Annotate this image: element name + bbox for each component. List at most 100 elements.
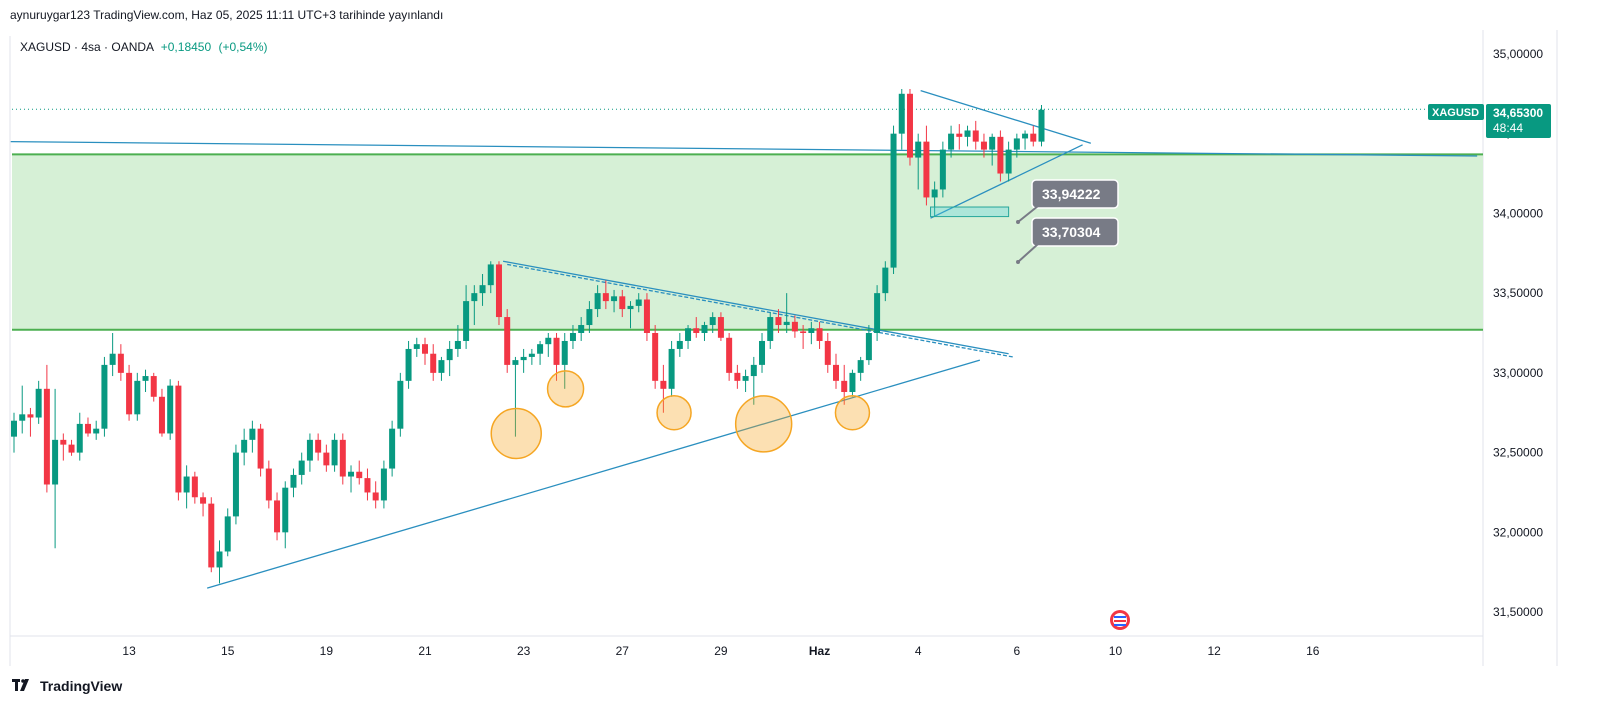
candle-body xyxy=(652,333,659,381)
candle-body xyxy=(1022,133,1029,139)
time-tick-label: 6 xyxy=(1013,644,1020,658)
candle-body xyxy=(43,388,50,485)
candle-body xyxy=(331,439,338,466)
source-name: TradingView.com xyxy=(93,8,185,22)
publish-date: Haz 05, 2025 11:11 UTC+3 tarihinde yayın… xyxy=(191,8,444,22)
price-tag-price: 34,65300 xyxy=(1493,106,1543,120)
candle-body xyxy=(857,360,864,373)
flag-icon[interactable] xyxy=(1110,610,1130,630)
candle-body xyxy=(627,305,634,310)
time-tick-label: 23 xyxy=(517,644,531,658)
price-tick-label: 31,50000 xyxy=(1493,605,1543,619)
candle-body xyxy=(438,360,445,373)
candle-body xyxy=(413,344,420,349)
candle-body xyxy=(545,337,552,345)
candle-body xyxy=(19,414,26,421)
candle-body xyxy=(980,141,987,150)
candle-body xyxy=(750,364,757,377)
candles xyxy=(11,89,1045,584)
candle-body xyxy=(298,460,305,475)
annotations-layer: 33,94222 33,70304 xyxy=(490,179,1119,460)
candle-body xyxy=(709,317,716,326)
candle-body xyxy=(191,476,198,498)
candle-body xyxy=(430,353,437,373)
time-tick-label: 10 xyxy=(1109,644,1123,658)
candle-body xyxy=(561,340,568,365)
trendlines xyxy=(10,89,1483,589)
candle-body xyxy=(537,344,544,354)
candle-body xyxy=(306,439,313,461)
candle-body xyxy=(602,293,609,302)
candle-body xyxy=(734,372,741,381)
candle-body xyxy=(824,340,831,365)
price-tag-symbol-box xyxy=(1428,104,1484,120)
candle-body xyxy=(808,328,815,333)
candle-body xyxy=(800,331,807,333)
candle-body xyxy=(528,353,535,357)
entry-zone-box xyxy=(930,206,1010,218)
candle-body xyxy=(93,428,100,434)
candle-body xyxy=(997,136,1004,174)
candle-body xyxy=(685,328,692,341)
price-callout-label: 33,94222 xyxy=(1042,186,1101,202)
price-callout-anchor xyxy=(1016,260,1020,264)
price-tick-label: 35,00000 xyxy=(1493,47,1543,61)
candle-body xyxy=(422,344,428,354)
candle-body xyxy=(882,267,889,294)
candle-body xyxy=(890,133,897,268)
price-callout-anchor xyxy=(1016,220,1020,224)
candle-body xyxy=(989,136,996,150)
candle-body xyxy=(816,328,823,341)
candle-body xyxy=(553,337,560,365)
symbol-name[interactable]: XAGUSD xyxy=(20,40,71,54)
time-tick-label: 13 xyxy=(122,644,136,658)
candle-body xyxy=(635,299,642,306)
publish-header: aynuruygar123 TradingView.com, Haz 05, 2… xyxy=(10,8,444,22)
candle-body xyxy=(290,474,297,488)
symbol-info-bar: XAGUSD · 4sa · OANDA +0,18450 (+0,54%) xyxy=(20,40,268,54)
author-name[interactable]: aynuruygar123 xyxy=(10,8,91,22)
candle-body xyxy=(833,364,839,381)
candle-body xyxy=(446,348,453,361)
candle-body xyxy=(668,348,675,389)
candle-body xyxy=(931,189,938,198)
time-axis[interactable]: 13 15 19 21 23 27 29 Haz 4 6 10 12 16 xyxy=(122,644,1319,658)
price-callout-box xyxy=(1031,217,1119,247)
time-tick-label: 27 xyxy=(616,644,630,658)
price-tick-label: 32,00000 xyxy=(1493,525,1543,539)
interval[interactable]: 4sa xyxy=(81,40,101,54)
time-tick-label: 15 xyxy=(221,644,235,658)
candle-body xyxy=(512,360,519,365)
candle-body xyxy=(11,420,17,437)
candle-body xyxy=(520,356,527,361)
candle-body xyxy=(315,439,322,453)
candle-body xyxy=(569,333,576,341)
price-callout-pointer xyxy=(1017,243,1039,263)
candle-body xyxy=(52,439,59,485)
candle-body xyxy=(578,325,585,333)
time-tick-label: 29 xyxy=(714,644,728,658)
candle-body xyxy=(68,444,75,453)
price-tag-box xyxy=(1486,104,1551,138)
candle-body xyxy=(701,325,708,333)
triangle-upper-line xyxy=(920,89,1092,144)
support-resistance-zone xyxy=(12,153,1483,331)
time-tick-label: 16 xyxy=(1306,644,1320,658)
candle-body xyxy=(791,321,798,332)
highlight-circle xyxy=(834,394,871,431)
candle-body xyxy=(216,551,223,568)
candle-body xyxy=(282,487,289,533)
candle-body xyxy=(775,317,782,326)
candle-body xyxy=(676,340,683,349)
candle-body xyxy=(158,396,165,434)
candle-body xyxy=(60,439,67,445)
candle-body xyxy=(915,141,922,158)
candle-body xyxy=(479,285,486,294)
price-change: +0,18450 xyxy=(160,40,212,54)
descending-resistance-line-a xyxy=(502,260,1009,355)
candle-body xyxy=(84,423,91,434)
broker: OANDA xyxy=(111,40,154,54)
candle-body xyxy=(27,414,34,418)
candle-body xyxy=(783,321,790,326)
